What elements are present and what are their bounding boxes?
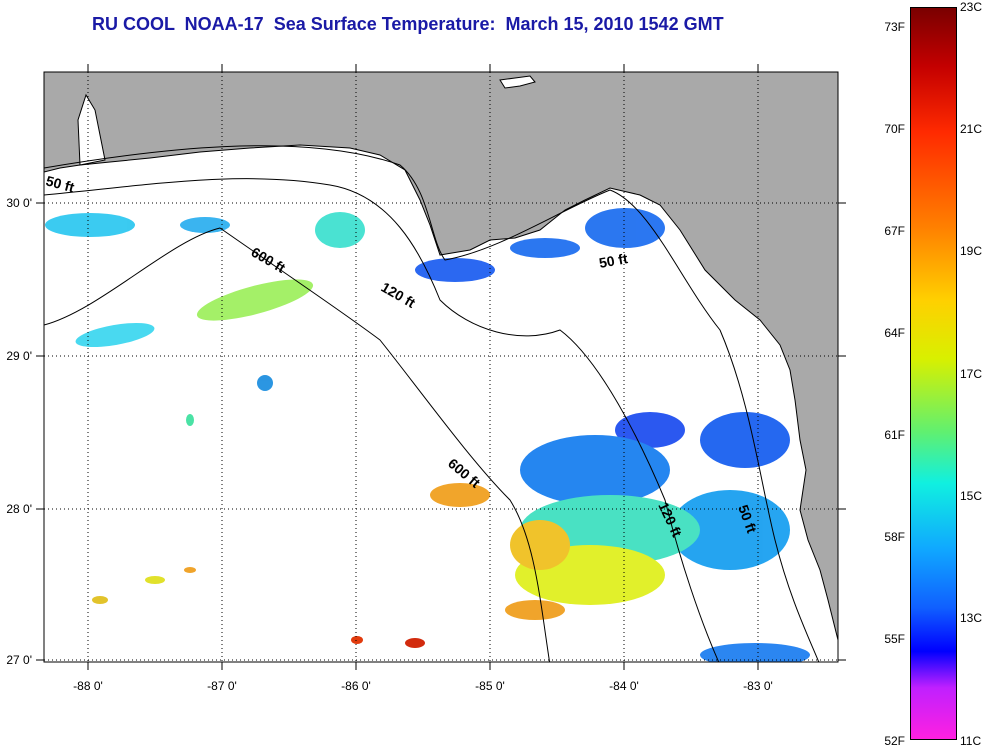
colorbar-f-label: 64F: [884, 326, 905, 340]
colorbar-c-label: 23C: [960, 0, 983, 14]
colorbar-c-label: 21C: [960, 122, 983, 136]
colorbar-f-label: 52F: [884, 734, 905, 748]
colorbar-f-label: 67F: [884, 224, 905, 238]
colorbar-c-label: 11C: [960, 734, 982, 748]
graticule: [44, 72, 838, 662]
colorbar-c-label: 13C: [960, 611, 983, 625]
contour-label-50ft-bigbend: 50 ft: [598, 250, 629, 271]
land-mass: [44, 72, 838, 641]
lat-label: 27 0': [6, 653, 32, 667]
lon-label: -86 0': [341, 679, 371, 693]
map-title: RU COOL NOAA-17 Sea Surface Temperature:…: [92, 14, 724, 34]
colorbar-f-label: 58F: [884, 530, 905, 544]
colorbar-c-label: 17C: [960, 367, 983, 381]
lon-label: -88 0': [73, 679, 103, 693]
colorbar-f-label: 55F: [884, 632, 905, 646]
lat-label: 30 0': [6, 196, 32, 210]
temperature-colorbar: [910, 7, 957, 740]
map-frame: [43, 71, 839, 663]
colorbar-c-label: 15C: [960, 489, 983, 503]
lat-label: 29 0': [6, 349, 32, 363]
contour-label-50ft-west: 50 ft: [44, 172, 76, 195]
lat-label: 28 0': [6, 502, 32, 516]
colorbar-f-label: 70F: [884, 122, 905, 136]
lake-inlet: [499, 75, 536, 89]
colorbar-f-label: 73F: [884, 20, 905, 34]
lon-label: -85 0': [475, 679, 505, 693]
bay-inlet: [77, 93, 106, 166]
lon-label: -84 0': [609, 679, 639, 693]
lon-label: -83 0': [743, 679, 773, 693]
lon-label: -87 0': [207, 679, 237, 693]
colorbar-c-label: 19C: [960, 244, 983, 258]
colorbar-f-label: 61F: [884, 428, 905, 442]
depth-contours: [44, 145, 820, 662]
sst-patches: [45, 208, 810, 662]
tick-marks: [36, 64, 846, 670]
